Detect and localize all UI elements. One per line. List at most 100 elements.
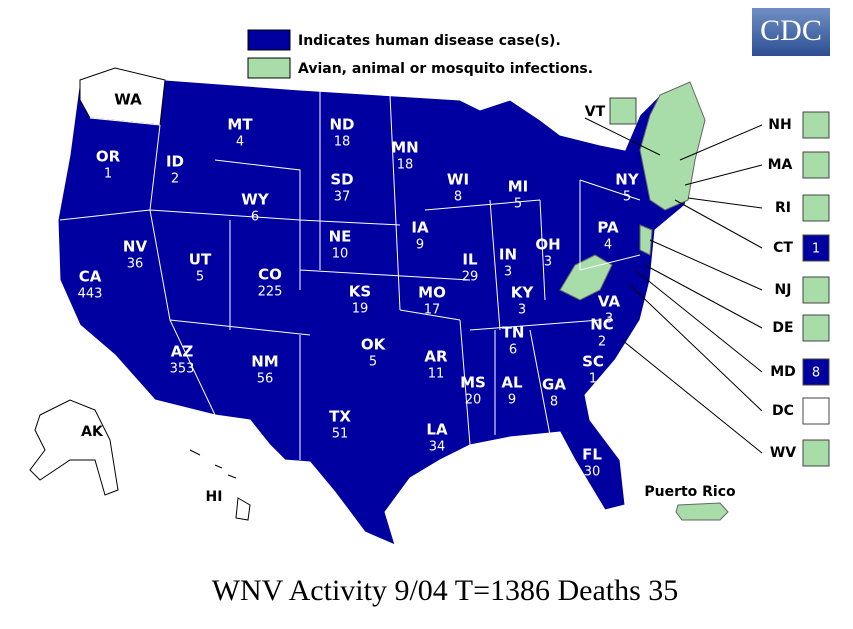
callout-box bbox=[802, 314, 830, 342]
case-count: 9 bbox=[416, 238, 424, 253]
territory-label: Puerto Rico bbox=[644, 484, 736, 500]
case-count: 11 bbox=[428, 367, 445, 382]
new-england-shape bbox=[639, 81, 706, 211]
state-label: WY bbox=[241, 191, 270, 209]
callout-box bbox=[802, 194, 830, 222]
callout-label: RI bbox=[775, 200, 791, 216]
state-label: VA bbox=[598, 293, 621, 311]
state-label: NV bbox=[123, 238, 148, 256]
state-label: KY bbox=[511, 284, 535, 302]
callout-label: DE bbox=[772, 320, 793, 336]
case-count: 4 bbox=[604, 238, 612, 253]
callout-box bbox=[802, 234, 830, 262]
case-count: 5 bbox=[196, 270, 204, 285]
case-count: 37 bbox=[334, 190, 351, 205]
case-count: 5 bbox=[623, 190, 631, 205]
ak-shape bbox=[29, 399, 119, 496]
case-count: 29 bbox=[462, 270, 479, 285]
case-count: 8 bbox=[454, 190, 462, 205]
callout-label: NJ bbox=[775, 282, 792, 298]
case-count: 8 bbox=[550, 395, 558, 410]
state-label: ID bbox=[166, 153, 184, 171]
nj-shape bbox=[639, 224, 653, 256]
leader-line bbox=[584, 117, 661, 156]
case-count: 19 bbox=[352, 302, 369, 317]
leader-line bbox=[674, 199, 763, 249]
leader-line bbox=[634, 269, 763, 373]
case-count: 18 bbox=[397, 158, 414, 173]
leader-line bbox=[684, 164, 763, 186]
state-label: WA bbox=[114, 91, 142, 109]
callout-label: WV bbox=[770, 445, 796, 461]
leader-line bbox=[629, 284, 763, 412]
state-label: OH bbox=[535, 236, 560, 254]
state-label: GA bbox=[542, 376, 566, 394]
case-count: 20 bbox=[465, 393, 482, 408]
case-count: 34 bbox=[429, 440, 446, 455]
case-count: 225 bbox=[258, 285, 283, 300]
territory-label: AK bbox=[81, 424, 104, 440]
state-label: OR bbox=[96, 148, 121, 166]
callout-box bbox=[802, 397, 830, 425]
state-label: LA bbox=[426, 421, 448, 439]
state-label: OK bbox=[361, 336, 387, 354]
state-label: ND bbox=[329, 116, 354, 134]
case-count: 2 bbox=[171, 172, 179, 187]
state-label: UT bbox=[189, 251, 212, 269]
state-label: CO bbox=[258, 266, 282, 284]
callout-box bbox=[802, 276, 830, 304]
leaders bbox=[584, 117, 763, 454]
state-label: AR bbox=[424, 348, 448, 366]
case-count: 6 bbox=[251, 210, 259, 225]
callout-label: CT bbox=[773, 240, 793, 256]
us-map bbox=[29, 67, 729, 546]
wv-shape bbox=[559, 254, 613, 301]
state-label: PA bbox=[597, 219, 619, 237]
state-label: MN bbox=[391, 139, 418, 157]
state-label: AZ bbox=[171, 343, 194, 361]
state-label: SC bbox=[582, 353, 604, 371]
callout-label: VT bbox=[585, 104, 606, 120]
leader-line bbox=[644, 264, 763, 329]
callout-label: MD bbox=[770, 364, 796, 380]
case-count: 51 bbox=[332, 427, 349, 442]
state-label: MO bbox=[418, 284, 446, 302]
case-count: 5 bbox=[514, 197, 522, 212]
state-label: MI bbox=[508, 178, 529, 196]
logo: CDC bbox=[760, 14, 822, 47]
case-count: 353 bbox=[170, 362, 195, 377]
case-count: 18 bbox=[334, 135, 351, 150]
state-label: NE bbox=[329, 228, 352, 246]
legend-label: Avian, animal or mosquito infections. bbox=[298, 61, 593, 77]
case-count: 9 bbox=[508, 393, 516, 408]
case-count: 8 bbox=[812, 366, 820, 381]
case-count: 10 bbox=[332, 247, 349, 262]
case-count: 5 bbox=[369, 355, 377, 370]
logo-box bbox=[752, 8, 830, 56]
case-count: 2 bbox=[598, 335, 606, 350]
callout-label: MA bbox=[768, 157, 793, 173]
leader-line bbox=[687, 197, 763, 209]
case-count: 1 bbox=[589, 372, 597, 387]
state-borders bbox=[59, 90, 641, 460]
leader-line bbox=[621, 339, 763, 454]
state-label: MS bbox=[460, 374, 486, 392]
legend-swatch bbox=[247, 29, 291, 51]
callout-box bbox=[802, 358, 830, 386]
state-label: TX bbox=[329, 408, 351, 426]
caption: WNV Activity 9/04 T=1386 Deaths 35 bbox=[212, 574, 679, 607]
case-count: 3 bbox=[518, 303, 526, 318]
case-count: 3 bbox=[504, 265, 512, 280]
case-count: 17 bbox=[424, 303, 441, 318]
state-label: IL bbox=[462, 251, 478, 269]
case-count: 3 bbox=[544, 255, 552, 270]
hi-shape bbox=[189, 449, 251, 521]
callout-box bbox=[802, 151, 830, 179]
state-label: NY bbox=[615, 171, 640, 189]
callout-box bbox=[802, 439, 830, 467]
state-label: CA bbox=[79, 268, 102, 286]
state-label: TN bbox=[502, 324, 525, 342]
case-count: 1 bbox=[104, 167, 112, 182]
state-label: IA bbox=[411, 219, 429, 237]
